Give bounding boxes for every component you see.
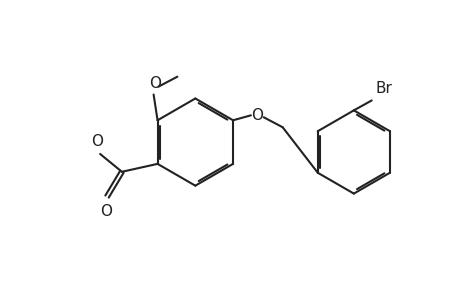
Text: O: O xyxy=(250,108,262,123)
Text: O: O xyxy=(100,203,112,218)
Text: O: O xyxy=(149,76,161,91)
Text: Br: Br xyxy=(375,80,392,95)
Text: O: O xyxy=(91,134,103,149)
